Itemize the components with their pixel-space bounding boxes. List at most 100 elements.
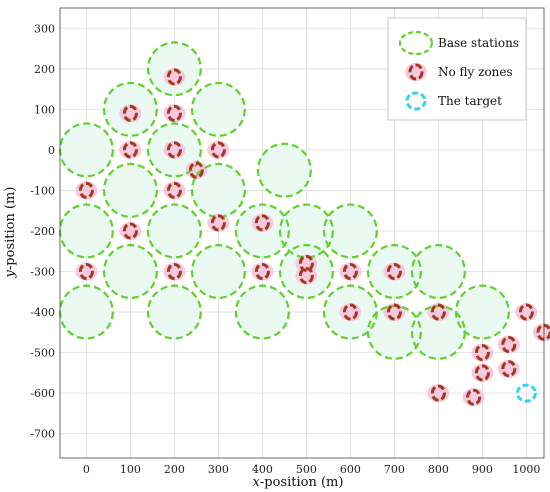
x-tick-label: 900 (472, 463, 493, 476)
x-axis-rest: -position (m) (260, 475, 344, 490)
y-tick-label: -700 (30, 428, 55, 441)
y-tick-labels: 300 200 100 0 -100 -200 -300 -400 -500 -600 -700 (30, 22, 55, 440)
coverage-area (236, 285, 289, 339)
no-fly-zone-marker (166, 263, 182, 281)
no-fly-zone-marker (298, 254, 314, 272)
no-fly-zone-marker (166, 104, 182, 122)
y-axis-var: y (3, 269, 18, 278)
no-fly-zone-marker (342, 263, 358, 281)
x-tick-label: 100 (120, 463, 141, 476)
no-fly-zone-marker (474, 364, 490, 382)
no-fly-zone-marker (501, 335, 517, 353)
base-stations (58, 41, 510, 360)
no-fly-zone-marker (342, 303, 358, 321)
y-tick-label: -100 (30, 184, 55, 197)
base-station-marker (256, 142, 312, 198)
coverage-area (148, 204, 201, 258)
x-tick-labels: 0 100 200 300 400 500 600 700 800 900 1000 (83, 463, 541, 476)
coverage-area (60, 204, 113, 258)
plot-frame (59, 7, 545, 459)
base-station-marker (322, 203, 378, 259)
no-fly-zone-marker (518, 303, 534, 321)
y-tick-label: -300 (30, 266, 55, 279)
x-tick-label: 300 (208, 463, 229, 476)
coverage-area (60, 123, 113, 177)
coverage-area (103, 164, 157, 217)
no-fly-zone-marker (78, 263, 94, 281)
no-fly-zone-marker (430, 384, 446, 402)
base-station-marker (102, 162, 158, 218)
legend: Base stations No fly zones The target (387, 17, 527, 121)
base-station-marker (102, 81, 158, 137)
y-axis-rest: -position (m) (3, 187, 18, 271)
coverage-area (258, 143, 311, 197)
base-station-marker (146, 203, 202, 259)
base-station-marker (146, 41, 202, 97)
no-fly-zones (78, 68, 550, 406)
no-fly-zone-marker (188, 161, 204, 179)
coverage-area (148, 285, 201, 339)
x-tick-label: 600 (340, 463, 361, 476)
y-tick-label: -200 (30, 225, 55, 238)
y-axis-label: y-position (m) (3, 187, 18, 279)
y-tick-label: 100 (34, 103, 55, 116)
no-fly-zone-marker (166, 68, 182, 86)
base-station-marker (234, 203, 290, 259)
legend-no-fly-marker (408, 63, 424, 81)
x-tick-label: 500 (296, 463, 317, 476)
no-fly-zone-marker (210, 141, 226, 159)
no-fly-zone-marker (254, 263, 270, 281)
coverage-area (456, 285, 509, 339)
base-station-marker (146, 284, 202, 340)
no-fly-zone-marker (474, 344, 490, 362)
base-station-marker (190, 162, 246, 218)
y-tick-label: 200 (34, 63, 55, 76)
no-fly-zone-marker (122, 104, 138, 122)
x-axis-label: x-position (m) (253, 475, 344, 490)
coverage-area (324, 204, 377, 258)
base-station-marker (102, 244, 158, 300)
no-fly-zone-fill (533, 323, 550, 342)
base-station-marker (146, 122, 202, 178)
base-station-marker (410, 244, 466, 300)
x-tick-label: 700 (384, 463, 405, 476)
base-station-marker (190, 244, 246, 300)
coverage-area (192, 245, 245, 298)
no-fly-zone-marker (166, 181, 182, 199)
coverage-area (412, 245, 465, 298)
x-tick-label: 0 (83, 463, 90, 476)
x-tick-label: 400 (252, 463, 273, 476)
legend-target-label: The target (438, 94, 502, 108)
no-fly-zone-marker (122, 141, 138, 159)
base-station-marker (454, 284, 510, 340)
coverage-area (280, 204, 333, 258)
base-station-marker (190, 81, 246, 137)
no-fly-zone-marker (298, 267, 314, 285)
legend-base-station-marker (398, 30, 434, 56)
coverage-area (192, 82, 245, 136)
coverage-area (60, 285, 113, 339)
coverage-area (368, 305, 421, 359)
x-tick-label: 200 (164, 463, 185, 476)
coverage-area (192, 164, 245, 217)
y-tick-label: 0 (48, 144, 55, 157)
no-fly-zone-marker (210, 214, 226, 232)
no-fly-zone-marker (386, 303, 402, 321)
y-tick-label: 300 (34, 22, 55, 35)
no-fly-zone-marker (122, 222, 138, 240)
no-fly-zone-marker (78, 181, 94, 199)
x-tick-label: 1000 (512, 463, 540, 476)
no-fly-zone-marker (254, 214, 270, 232)
no-fly-zone-marker (386, 263, 402, 281)
coverage-area (103, 245, 157, 298)
y-tick-label: -400 (30, 306, 55, 319)
base-station-marker (234, 284, 290, 340)
base-station-marker (278, 244, 334, 300)
y-tick-label: -600 (30, 387, 55, 400)
base-station-marker (366, 244, 422, 300)
no-fly-zone-marker (166, 141, 182, 159)
coverage-area (412, 305, 465, 359)
no-fly-zone-marker (501, 360, 517, 378)
target-marker (515, 383, 537, 403)
